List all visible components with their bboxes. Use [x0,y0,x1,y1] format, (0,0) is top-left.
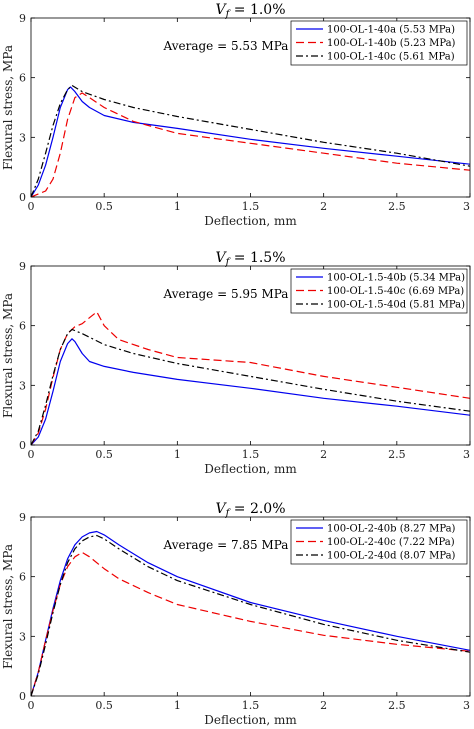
legend: 100-OL-2-40b (8.27 MPa) 100-OL-2-40c (7.2… [290,519,468,565]
title-variable: V [215,2,227,18]
average-annotation: Average = 5.53 MPa [163,39,289,53]
x-tick-label: 2 [320,448,327,461]
x-tick-label: 0 [28,699,35,712]
x-tick-label: 0.5 [95,448,113,461]
series-line-2 [31,551,470,696]
x-tick-label: 0.5 [95,699,113,712]
chart-title: Vf = 1.5% [215,250,285,268]
title-value: = 2.0% [229,501,285,517]
average-annotation: Average = 7.85 MPa [163,538,289,552]
title-subscript: f [225,508,232,519]
average-annotation: Average = 5.95 MPa [163,287,289,301]
x-tick-label: 2 [320,699,327,712]
series-line-3 [31,534,470,696]
x-tick-label: 2.5 [388,448,406,461]
x-tick-label: 2.5 [388,200,406,213]
y-tick-label: 9 [19,260,26,273]
x-tick-label: 1.5 [242,699,260,712]
legend: 100-OL-1-40a (5.53 MPa) 100-OL-1-40b (5.2… [290,20,468,66]
legend-entry: 100-OL-2-40c (7.22 MPa) [327,537,455,548]
title-subscript: f [225,9,232,20]
y-axis-label: Flexural stress, MPa [1,544,15,669]
series-group [31,84,470,197]
title-variable: V [215,250,227,266]
y-tick-label: 3 [19,630,26,643]
x-tick-label: 1.5 [242,448,260,461]
series-line-1 [31,338,470,445]
y-tick-label: 6 [19,72,26,85]
x-tick-label: 0 [28,200,35,213]
y-tick-label: 3 [19,131,26,144]
series-group [31,311,470,445]
series-line-1 [31,86,470,197]
y-axis-label: Flexural stress, MPa [1,293,15,418]
legend: 100-OL-1.5-40b (5.34 MPa) 100-OL-1.5-40c … [290,268,468,314]
x-tick-label: 3 [463,200,470,213]
y-tick-label: 0 [19,191,26,204]
title-value: = 1.5% [229,250,285,266]
y-axis-label: Flexural stress, MPa [1,45,15,170]
y-tick-label: 6 [19,571,26,584]
series-line-3 [31,328,470,445]
chart-panel-3: Vf = 2.0% 0 0.5 1 1.5 2 2.5 3 0 3 6 9 Deflection, mm… [1,501,471,727]
legend-entry: 100-OL-1.5-40c (6.69 MPa) [327,286,464,297]
y-tick-label: 9 [19,511,26,524]
chart-panel-1: Vf = 1.0% 0 0.5 1 1.5 2 2.5 3 0 3 6 9 Deflection, mm… [1,2,471,228]
x-tick-label: 2 [320,200,327,213]
legend-entry: 100-OL-2-40b (8.27 MPa) [327,524,456,535]
x-tick-label: 1 [174,448,181,461]
legend-entry: 100-OL-1-40c (5.61 MPa) [327,52,455,63]
x-tick-label: 2.5 [388,699,406,712]
chart-title: Vf = 2.0% [215,501,285,519]
legend-entry: 100-OL-2-40d (8.07 MPa) [327,551,456,562]
legend-entry: 100-OL-1.5-40d (5.81 MPa) [327,300,465,311]
x-axis-label: Deflection, mm [204,462,297,476]
legend-entry: 100-OL-1-40b (5.23 MPa) [327,38,456,49]
series-group [31,530,470,696]
x-tick-label: 3 [463,448,470,461]
y-tick-label: 3 [19,379,26,392]
title-subscript: f [225,257,232,268]
series-line-2 [31,92,470,197]
x-tick-label: 1 [174,699,181,712]
x-axis-label: Deflection, mm [204,713,297,727]
x-tick-label: 1 [174,200,181,213]
x-tick-label: 0.5 [95,200,113,213]
x-tick-label: 0 [28,448,35,461]
series-line-3 [31,84,470,197]
series-line-2 [31,311,470,445]
y-tick-label: 0 [19,439,26,452]
y-tick-label: 9 [19,12,26,25]
x-tick-label: 3 [463,699,470,712]
legend-entry: 100-OL-1.5-40b (5.34 MPa) [327,273,465,284]
legend-entry: 100-OL-1-40a (5.53 MPa) [327,25,455,36]
x-tick-label: 1.5 [242,200,260,213]
title-value: = 1.0% [229,2,285,18]
x-axis-label: Deflection, mm [204,214,297,228]
title-variable: V [215,501,227,517]
chart-title: Vf = 1.0% [215,2,285,20]
chart-panel-2: Vf = 1.5% 0 0.5 1 1.5 2 2.5 3 0 3 6 9 Deflection, mm… [1,250,471,476]
y-tick-label: 0 [19,690,26,703]
y-tick-label: 6 [19,320,26,333]
